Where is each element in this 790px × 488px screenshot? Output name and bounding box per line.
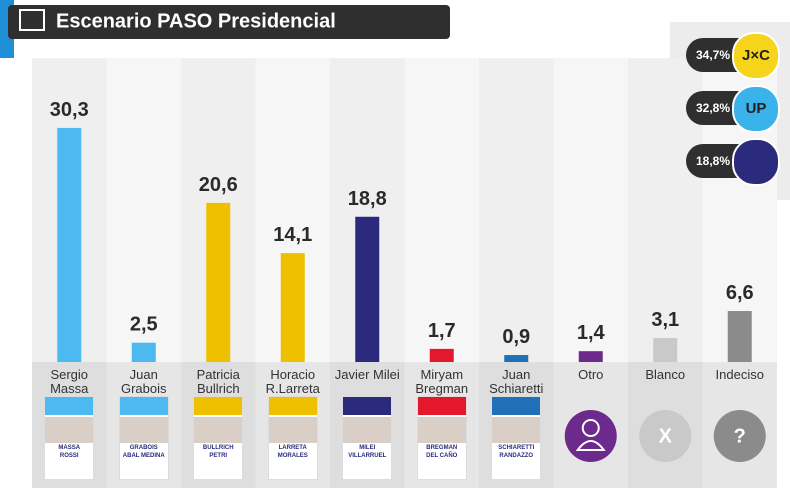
ballot-band: [268, 397, 317, 415]
bar: [280, 253, 305, 362]
bar: [504, 355, 529, 362]
value-label: 1,4: [577, 322, 606, 344]
ballot-band: [194, 397, 243, 415]
category-label: Horacio R.Larreta: [265, 367, 320, 396]
value-label: 20,6: [199, 174, 238, 196]
person-head: [581, 419, 600, 437]
category-label: Sergio Massa: [50, 367, 89, 396]
bar: [429, 348, 454, 362]
coalition-pill: 34,7% J×C: [686, 32, 780, 80]
bar: [578, 351, 603, 362]
bar: [355, 216, 380, 362]
ballot-icon: [19, 9, 45, 31]
person-body: [575, 440, 606, 451]
value-label: 14,1: [273, 224, 312, 246]
ballot-band: [417, 397, 466, 415]
ballot-card: MASSA ROSSI: [44, 396, 95, 480]
ballot-card: LARRETA MORALES: [267, 396, 318, 480]
chart-title: Escenario PASO Presidencial: [56, 10, 336, 32]
category-label: Miryam Bregman: [415, 367, 469, 396]
ballot-name: SCHIARETTI: [498, 445, 535, 451]
value-label: 6,6: [726, 282, 754, 304]
ballot-name: ABAL MEDINA: [122, 453, 165, 459]
coalition-logo: UP: [732, 85, 780, 133]
coalition-logo: [732, 138, 780, 186]
category-label: Juan Schiaretti: [489, 367, 544, 396]
ballot-name: RANDAZZO: [499, 453, 534, 459]
ballot-name: BULLRICH: [202, 445, 234, 451]
ballot-photo: [119, 417, 168, 443]
ballot-photo: [343, 417, 392, 443]
category-label: Juan Grabois: [120, 367, 167, 396]
ballot-name: MILEI: [359, 445, 376, 451]
ballot-photo: [268, 417, 317, 443]
value-label: 2,5: [130, 314, 158, 336]
title-bar: [8, 5, 450, 39]
ballot-band: [45, 397, 94, 415]
bar: [727, 311, 752, 362]
ballot-name: GRABOIS: [129, 445, 158, 451]
value-label: 18,8: [348, 188, 387, 210]
coalition-logo: J×C: [732, 32, 780, 80]
bar: [206, 202, 231, 362]
ballot-name: LARRETA: [278, 445, 307, 451]
ballot-band: [119, 397, 168, 415]
category-label: Patricia Bullrich: [196, 367, 240, 396]
ballot-name: PETRI: [209, 453, 228, 459]
ballot-card: GRABOIS ABAL MEDINA: [118, 396, 169, 480]
bar: [57, 127, 82, 363]
ballot-photo: [417, 417, 466, 443]
option-icon-label: ?: [734, 425, 746, 447]
value-label: 1,7: [428, 320, 456, 342]
category-label: Javier Milei: [334, 367, 400, 382]
option-icon-label: X: [659, 425, 673, 447]
coalition-pill: 32,8% UP: [686, 85, 780, 133]
ballot-name: VILLARRUEL: [348, 453, 387, 459]
category-label: Blanco: [645, 367, 686, 382]
category-label: Indeciso: [715, 367, 764, 382]
ballot-name: MASSA: [58, 445, 81, 451]
bar: [131, 342, 156, 362]
ballot-band: [343, 397, 392, 415]
ballot-name: ROSSI: [59, 453, 79, 459]
value-label: 0,9: [502, 326, 530, 348]
value-label: 30,3: [50, 99, 89, 121]
ballot-card: MILEI VILLARRUEL: [342, 396, 393, 480]
ballot-name: MORALES: [277, 453, 308, 459]
ballot-card: BULLRICH PETRI: [193, 396, 244, 480]
value-label: 3,1: [651, 309, 679, 331]
coalition-pill: 18,8%: [686, 138, 780, 186]
ballot-name: BREGMAN: [426, 445, 458, 451]
ballot-photo: [194, 417, 243, 443]
ballot-name: DEL CAÑO: [426, 453, 458, 459]
category-label: Otro: [578, 367, 604, 382]
ballot-band: [492, 397, 541, 415]
ballot-card: BREGMAN DEL CAÑO: [416, 396, 467, 480]
option-icon: [713, 410, 766, 462]
bar: [653, 338, 678, 362]
ballot-card: SCHIARETTI RANDAZZO: [491, 396, 542, 480]
ballot-photo: [45, 417, 94, 443]
option-icon: [639, 410, 692, 462]
ballot-photo: [492, 417, 541, 443]
